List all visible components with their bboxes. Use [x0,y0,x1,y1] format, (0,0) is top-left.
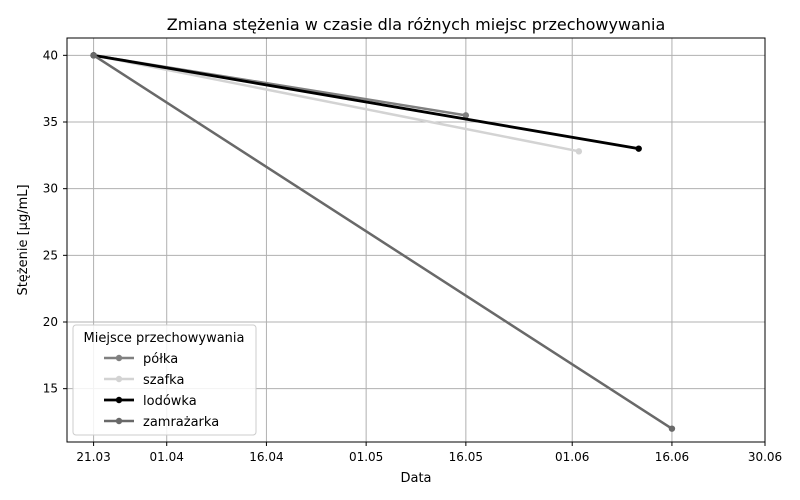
grid [67,38,766,442]
legend-title: Miejsce przechowywania [84,331,245,346]
x-tick-label: 30.06 [748,450,782,464]
y-tick-label: 35 [43,115,58,129]
y-tick-label: 15 [43,382,58,396]
legend-marker [115,396,123,404]
data-point [90,52,97,59]
x-tick-label: 01.06 [555,450,589,464]
legend-entry: szafka [143,373,184,388]
data-point [462,112,470,119]
data-point [635,145,642,152]
series-line [92,54,674,430]
x-tick-label: 01.04 [150,450,184,464]
x-tick-label: 16.05 [449,450,483,464]
series-line [92,54,581,153]
y-tick-label: 20 [43,315,58,329]
legend-items: półka szafka lodówka zamrażarka [104,352,219,430]
legend-entry: zamrażarka [143,415,219,430]
x-axis-label: Data [400,471,431,486]
x-tick-label: 16.04 [249,450,283,464]
x-tick-label: 01.05 [349,450,383,464]
legend-entry: półka [143,352,178,367]
legend-entry: lodówka [143,394,197,409]
data-point [668,425,676,432]
legend: Miejsce przechowywania półka szafka lodówk… [72,324,257,436]
x-tick-label: 16.06 [655,450,689,464]
y-tick-label: 40 [43,48,58,62]
x-tick-label: 21.03 [76,450,110,464]
chart-title: Zmiana stężenia w czasie dla różnych mie… [167,15,666,34]
y-axis-ticks: 15 20 25 30 35 40 [43,48,67,396]
y-axis-label: Stężenie [μg/mL] [16,184,31,295]
legend-marker [115,375,123,383]
series-line [92,53,641,151]
plot-frame [66,37,766,443]
y-tick-label: 30 [43,182,58,196]
legend-marker [115,354,123,362]
x-axis-ticks: 21.03 01.04 16.04 01.05 16.05 01.06 16.06 30.06 [76,442,782,464]
legend-marker [115,417,123,425]
y-tick-label: 25 [43,248,58,262]
legend-box [72,324,257,436]
series-group [90,52,676,432]
data-point [575,148,583,155]
